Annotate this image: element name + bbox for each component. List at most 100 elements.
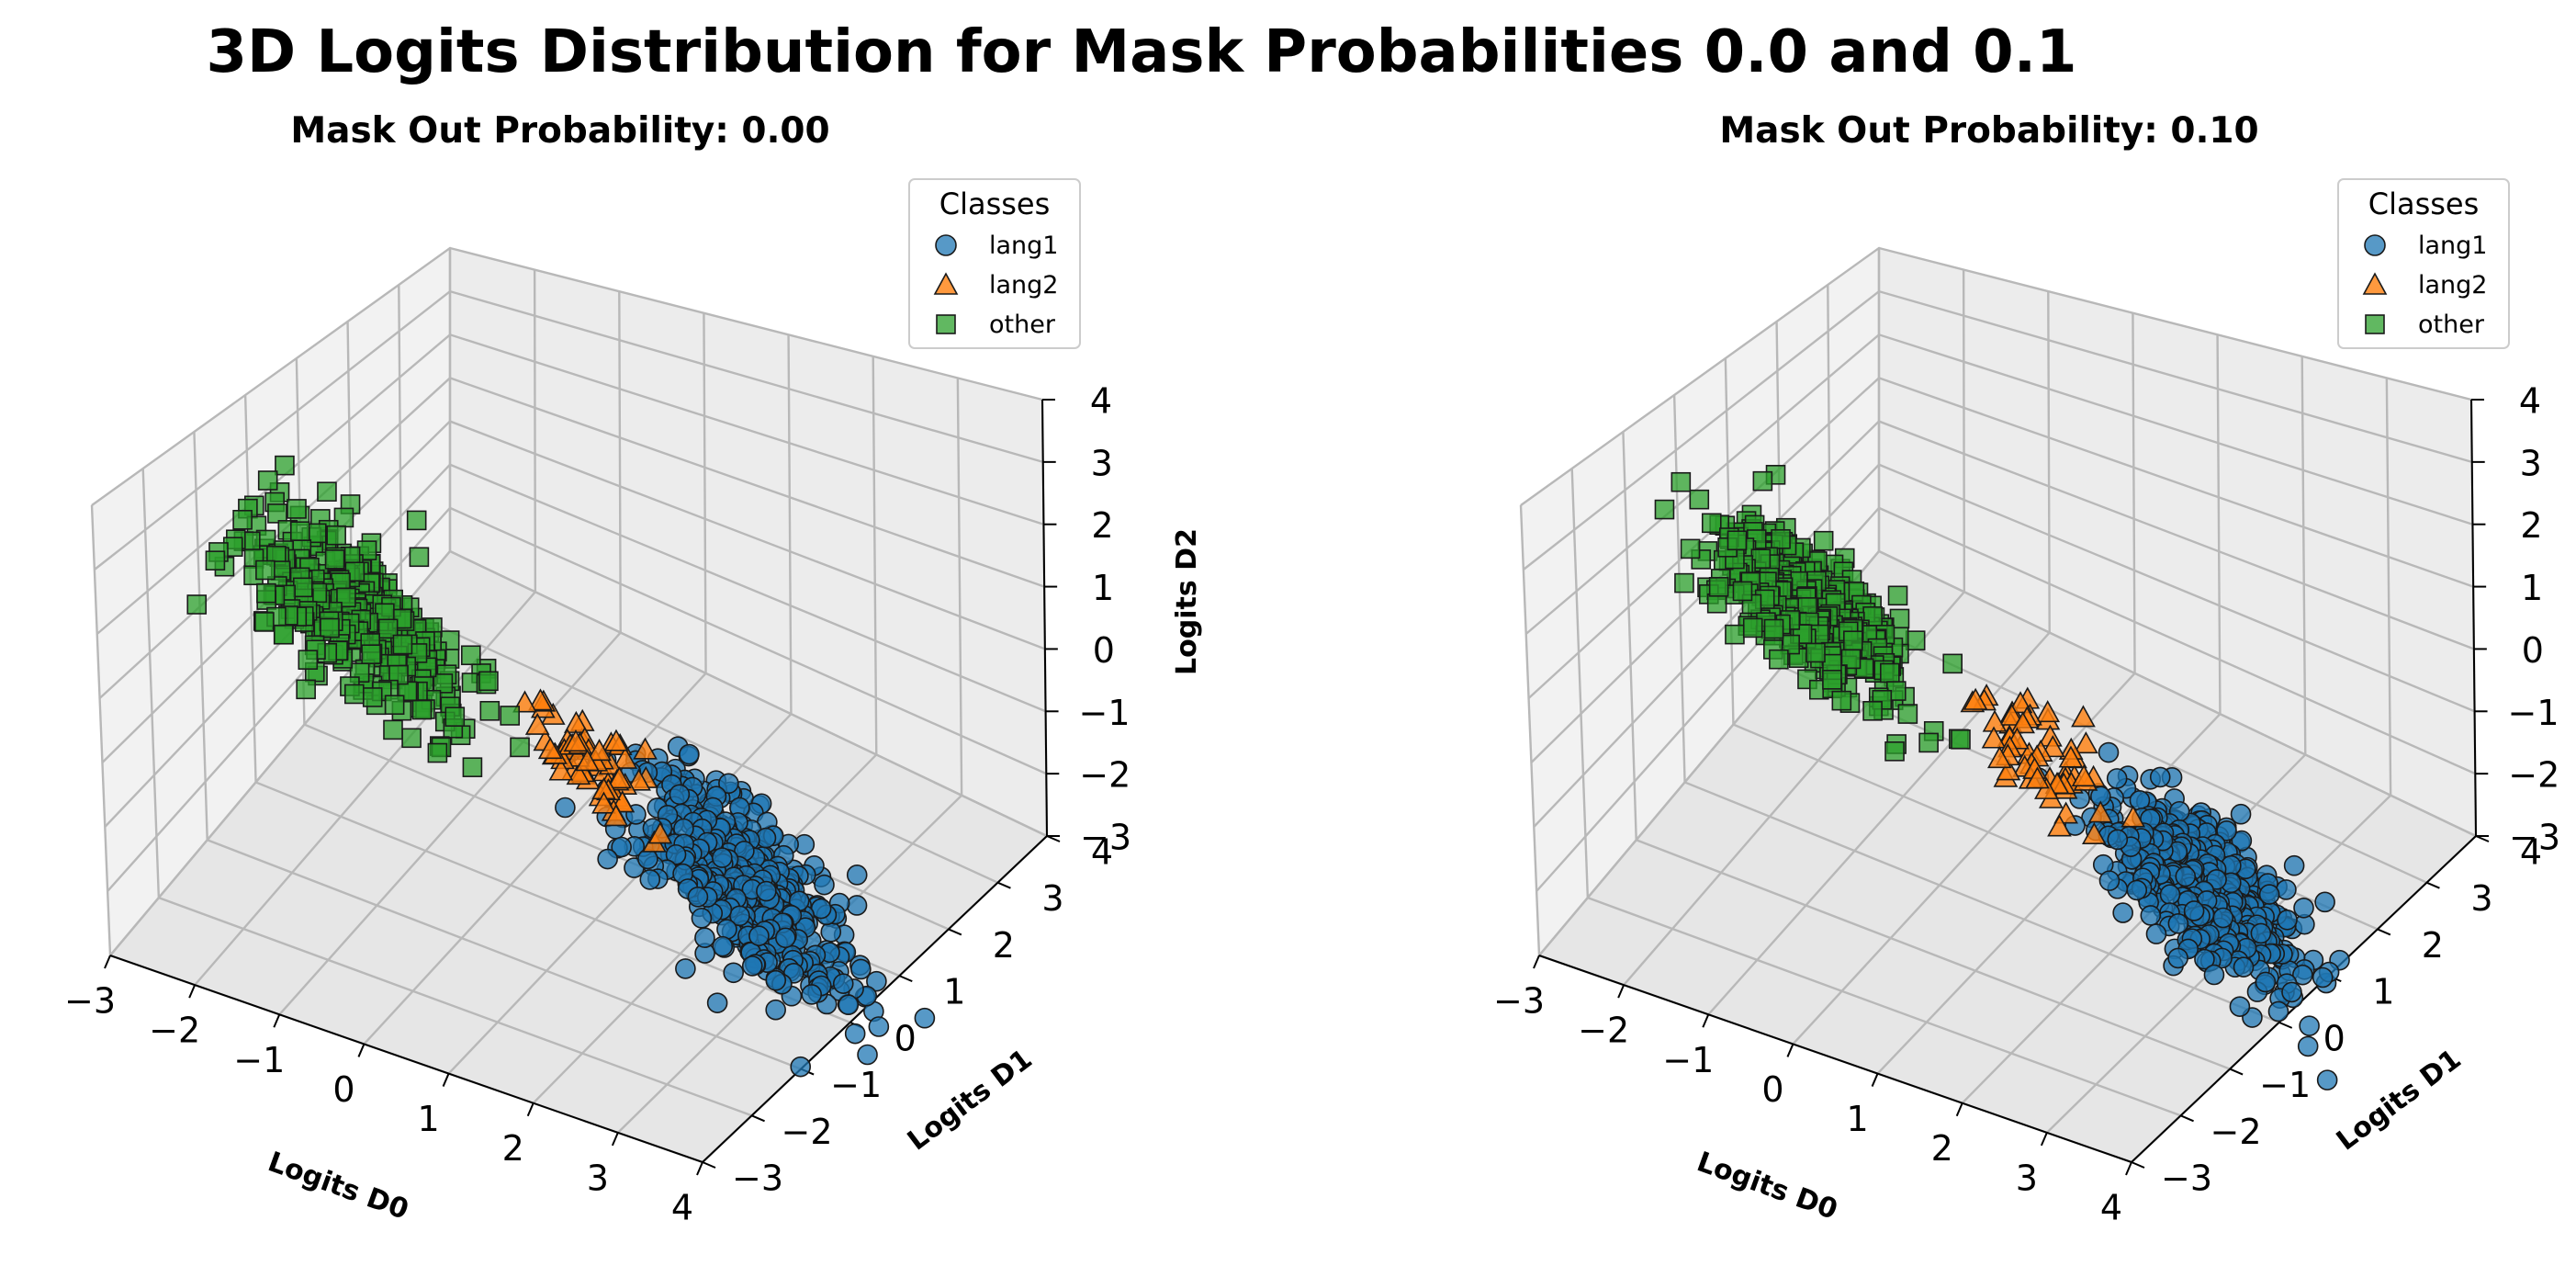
gridline-z: [94, 289, 1044, 571]
x-tick-label: 1: [1846, 1099, 1868, 1139]
data-point-other: [1831, 690, 1852, 711]
data-point-other: [232, 509, 253, 530]
gridline-z: [1538, 549, 2477, 956]
data-point-lang1: [741, 955, 763, 977]
data-point-lang2: [2120, 805, 2146, 828]
data-point-lang1: [2216, 820, 2237, 842]
data-point-lang1: [850, 958, 872, 980]
data-point-other: [462, 757, 483, 777]
data-point-other: [1918, 732, 1939, 753]
data-point-lang2: [2047, 814, 2072, 837]
data-point-lang1: [801, 984, 823, 1005]
gridline-z: [98, 377, 1045, 699]
data-point-lang1: [775, 927, 796, 949]
data-point-lang1: [2140, 905, 2162, 926]
y-tick-label: −1: [2259, 1065, 2311, 1105]
y-tick: [2229, 1068, 2244, 1076]
x-tick: [2040, 1132, 2048, 1147]
y-tick-label: 0: [2323, 1018, 2345, 1058]
data-point-lang1: [2183, 900, 2205, 921]
gridline-z: [1530, 420, 2475, 763]
data-point-other: [461, 645, 481, 666]
y-tick-label: −2: [2210, 1112, 2262, 1152]
data-point-lang2: [2071, 705, 2096, 728]
y-axis-line: [2131, 835, 2477, 1163]
z-axis-line: [1041, 399, 1048, 837]
y-tick-label: 4: [1091, 832, 1113, 873]
data-point-other: [1725, 624, 1745, 645]
x-tick-label: 1: [417, 1099, 439, 1139]
y-tick: [2278, 1021, 2293, 1029]
data-point-other: [1862, 701, 1883, 721]
gridline-z: [104, 463, 1047, 828]
y-tick: [2131, 1161, 2145, 1169]
subplot-title: Mask Out Probability: 0.10: [1719, 110, 2258, 152]
data-point-other: [1708, 577, 1729, 597]
data-point-other: [406, 510, 427, 531]
z-tick-label: 1: [2521, 568, 2543, 608]
data-point-lang1: [718, 773, 739, 795]
data-point-other: [362, 687, 383, 707]
data-point-other: [427, 742, 448, 763]
x-tick-label: 0: [332, 1069, 354, 1110]
y-tick: [948, 928, 962, 936]
data-point-lang1: [2250, 922, 2272, 944]
y-tick-label: 3: [1041, 878, 1063, 919]
data-point-lang2: [587, 739, 612, 762]
data-point-lang1: [2297, 1035, 2319, 1057]
z-tick-label: 2: [2520, 505, 2542, 546]
data-point-lang2: [1999, 703, 2025, 726]
data-point-other: [317, 481, 337, 503]
data-point-other: [388, 664, 409, 685]
y-tick-label: 2: [993, 925, 1015, 966]
y-tick: [2426, 881, 2440, 889]
data-point-lang1: [2231, 830, 2253, 852]
data-point-other: [320, 617, 340, 638]
data-point-lang2: [2008, 691, 2033, 714]
data-point-lang2: [607, 766, 632, 789]
data-point-lang1: [2283, 854, 2305, 876]
data-point-other: [290, 521, 310, 541]
legend-marker-lang1: [935, 234, 957, 256]
gridline-z: [1533, 463, 2476, 828]
data-point-lang1: [2167, 947, 2188, 969]
data-point-lang2: [1963, 687, 1988, 710]
data-point-lang1: [790, 1056, 812, 1078]
data-point-other: [1763, 618, 1784, 639]
y-tick: [2180, 1114, 2194, 1123]
data-point-lang1: [2126, 879, 2148, 901]
data-point-other: [324, 549, 345, 570]
z-tick-label: −2: [2508, 755, 2559, 796]
data-point-lang2: [575, 749, 600, 772]
data-point-other: [254, 612, 275, 632]
legend-label-lang2: lang2: [2418, 271, 2487, 299]
data-point-lang1: [2277, 910, 2298, 931]
x-axis-line: [1538, 955, 2132, 1163]
x-tick: [2125, 1161, 2132, 1176]
data-point-other: [1706, 593, 1727, 614]
data-point-lang1: [2233, 956, 2255, 978]
legend-label-other: other: [2418, 311, 2485, 339]
data-point-lang1: [2167, 912, 2189, 934]
data-point-other: [1727, 530, 1748, 551]
x-tick: [1786, 1044, 1794, 1057]
data-point-other: [267, 503, 287, 524]
y-tick: [751, 1114, 765, 1123]
x-tick: [442, 1073, 450, 1087]
scatter-points: [186, 455, 936, 1078]
data-point-other: [1732, 581, 1753, 602]
data-point-lang1: [765, 999, 786, 1021]
subplot-mask-0-00: Mask Out Probability: 0.00 −3−2−101234−3…: [64, 110, 1203, 1228]
subplot-mask-0-10: Mask Out Probability: 0.10 −3−2−101234−3…: [1493, 110, 2560, 1228]
x-tick-label: −1: [233, 1040, 285, 1080]
data-point-lang1: [679, 743, 700, 765]
axes-panes: [91, 246, 1049, 1163]
data-point-other: [377, 618, 399, 639]
y-tick: [898, 975, 913, 983]
data-point-lang1: [675, 958, 696, 979]
data-point-lang1: [2255, 971, 2277, 993]
x-tick-label: −3: [1493, 981, 1545, 1022]
gridline-z: [101, 420, 1046, 763]
data-point-lang1: [2145, 923, 2167, 944]
x-tick: [611, 1132, 619, 1147]
